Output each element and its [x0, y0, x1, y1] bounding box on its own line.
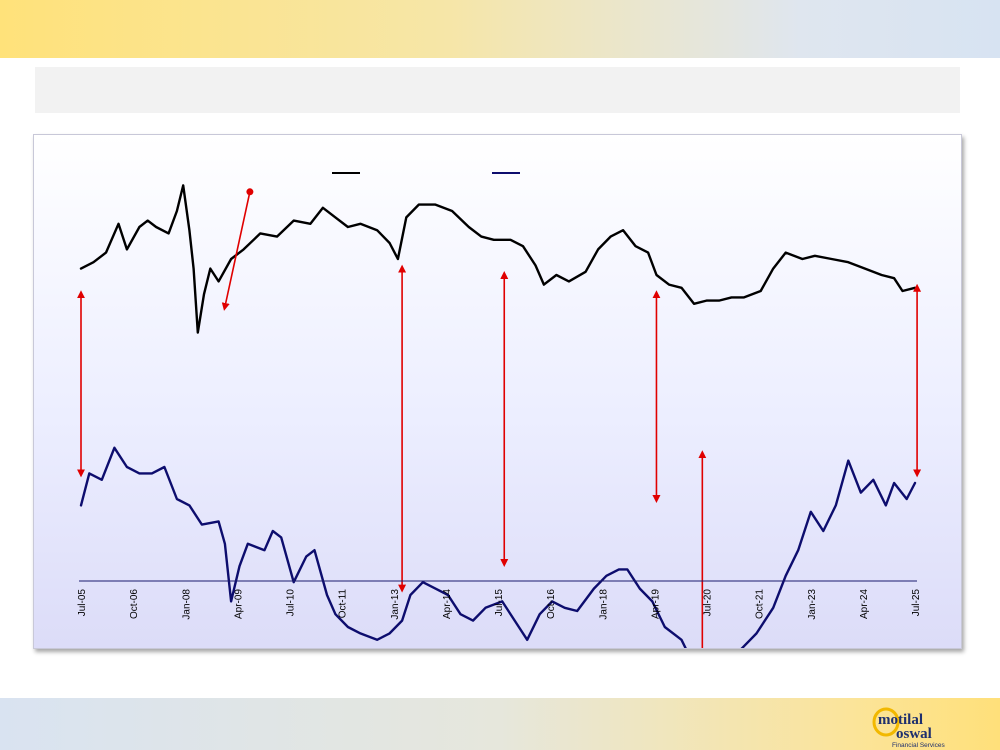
- chart-panel: Jul-05 Oct-06 Jan-08 Apr-09 Jul-10 Oct-11 Jan-…: [33, 134, 962, 649]
- x-tick-label: Jul-05: [77, 589, 88, 617]
- x-tick-label: Jul-20: [703, 589, 714, 617]
- x-tick-label: Jan-23: [807, 589, 818, 620]
- x-tick-label: Oct-16: [546, 589, 557, 619]
- x-tick-label: Apr-09: [233, 589, 244, 619]
- x-tick-label: Jan-13: [390, 589, 401, 620]
- pointer-arrow: [221, 191, 251, 311]
- x-tick-label: Oct-06: [129, 589, 140, 619]
- top-header-band: [0, 0, 1000, 58]
- series-layer: [79, 184, 917, 648]
- x-tick-label: Apr-24: [859, 589, 870, 619]
- x-tick-label: Apr-19: [650, 589, 661, 619]
- x-tick-label: Jul-25: [911, 589, 922, 617]
- motilal-oswal-logo: motilal oswal Financial Services: [872, 707, 945, 748]
- series-line-black: [79, 184, 917, 334]
- x-tick-label: Jan-08: [181, 589, 192, 620]
- slide-title-box: [35, 67, 960, 113]
- svg-text:Financial Services: Financial Services: [892, 742, 945, 748]
- x-tick-label: Jul-15: [494, 589, 505, 617]
- series-line-navy: [79, 446, 917, 648]
- x-tick-label: Oct-21: [755, 589, 766, 619]
- svg-text:oswal: oswal: [896, 726, 932, 742]
- svg-text:motilal: motilal: [878, 712, 923, 728]
- annotation-layer: [77, 188, 922, 648]
- pointer-arrow-origin-dot: [246, 188, 254, 196]
- x-axis: Jul-05 Oct-06 Jan-08 Apr-09 Jul-10 Oct-11 Jan-…: [77, 580, 922, 620]
- x-tick-label: Jan-18: [598, 589, 609, 620]
- x-tick-label: Oct-11: [338, 589, 349, 619]
- x-tick-label: Jul-10: [286, 589, 297, 617]
- bottom-footer-band: [0, 698, 1000, 750]
- line-chart: Jul-05 Oct-06 Jan-08 Apr-09 Jul-10 Oct-11 Jan-…: [77, 172, 922, 648]
- x-tick-label: Apr-14: [442, 589, 453, 619]
